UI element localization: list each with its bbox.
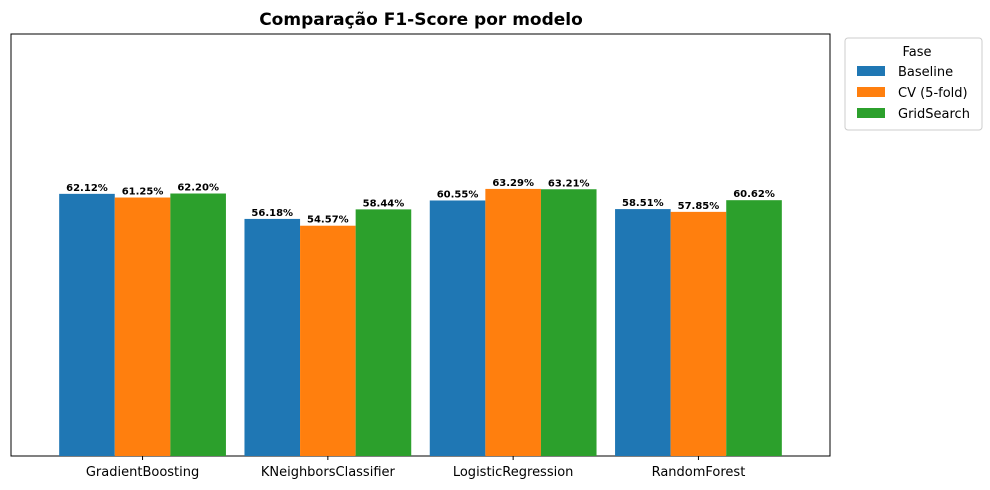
data-label-cv-5-fold-3: 63.29%: [492, 178, 534, 189]
plot-area: [10, 33, 831, 457]
bar-gridsearch-4: [726, 200, 782, 456]
bar-gridsearch-1: [170, 193, 226, 457]
data-label-gridsearch-3: 63.21%: [548, 178, 590, 189]
bars-layer: [59, 188, 782, 457]
data-label-baseline-1: 62.12%: [66, 183, 108, 194]
data-label-cv-5-fold-1: 61.25%: [122, 187, 164, 198]
x-tick-label-1: GradientBoosting: [86, 465, 199, 480]
data-label-baseline-4: 58.51%: [622, 198, 664, 209]
legend-frame: [844, 37, 983, 131]
bar-cv-5-fold-1: [114, 197, 171, 456]
data-label-cv-5-fold-2: 54.57%: [307, 215, 349, 226]
bar-baseline-3: [429, 200, 486, 456]
legend-swatch-cv-5-fold: [857, 87, 885, 97]
bar-baseline-2: [244, 218, 301, 456]
data-labels-layer: 62.12% 56.18% 60.55% 58.51% 61.25% 54.57% 63.2…: [66, 178, 775, 226]
bar-gridsearch-3: [540, 189, 597, 457]
chart-title: Comparação F1-Score por modelo: [259, 10, 583, 30]
data-label-gridsearch-1: 62.20%: [177, 183, 219, 194]
legend-swatch-gridsearch: [857, 108, 885, 118]
legend-title: Fase: [902, 45, 931, 60]
x-tick-label-3: LogisticRegression: [453, 465, 574, 480]
legend-label-gridsearch: GridSearch: [898, 107, 970, 122]
bar-cv-5-fold-4: [670, 211, 727, 456]
bar-cv-5-fold-2: [300, 225, 356, 456]
bar-baseline-1: [59, 193, 115, 456]
data-label-baseline-2: 56.18%: [251, 208, 293, 219]
bar-cv-5-fold-3: [485, 188, 541, 456]
legend-label-baseline: Baseline: [898, 65, 953, 80]
data-label-gridsearch-4: 60.62%: [733, 189, 775, 200]
x-tick-label-2: KNeighborsClassifier: [261, 465, 396, 480]
legend: Fase Baseline CV (5-fold) GridSearch: [844, 37, 983, 131]
bar-gridsearch-2: [355, 209, 412, 456]
data-label-baseline-3: 60.55%: [437, 189, 479, 200]
data-label-cv-5-fold-4: 57.85%: [678, 201, 720, 212]
data-label-gridsearch-2: 58.44%: [363, 198, 405, 209]
legend-swatch-baseline: [857, 66, 885, 76]
x-tick-label-4: RandomForest: [652, 465, 746, 480]
legend-label-cv-5-fold: CV (5-fold): [898, 86, 968, 101]
bar-baseline-4: [615, 209, 671, 456]
x-axis-ticks: GradientBoosting KNeighborsClassifier Logi…: [86, 456, 745, 480]
